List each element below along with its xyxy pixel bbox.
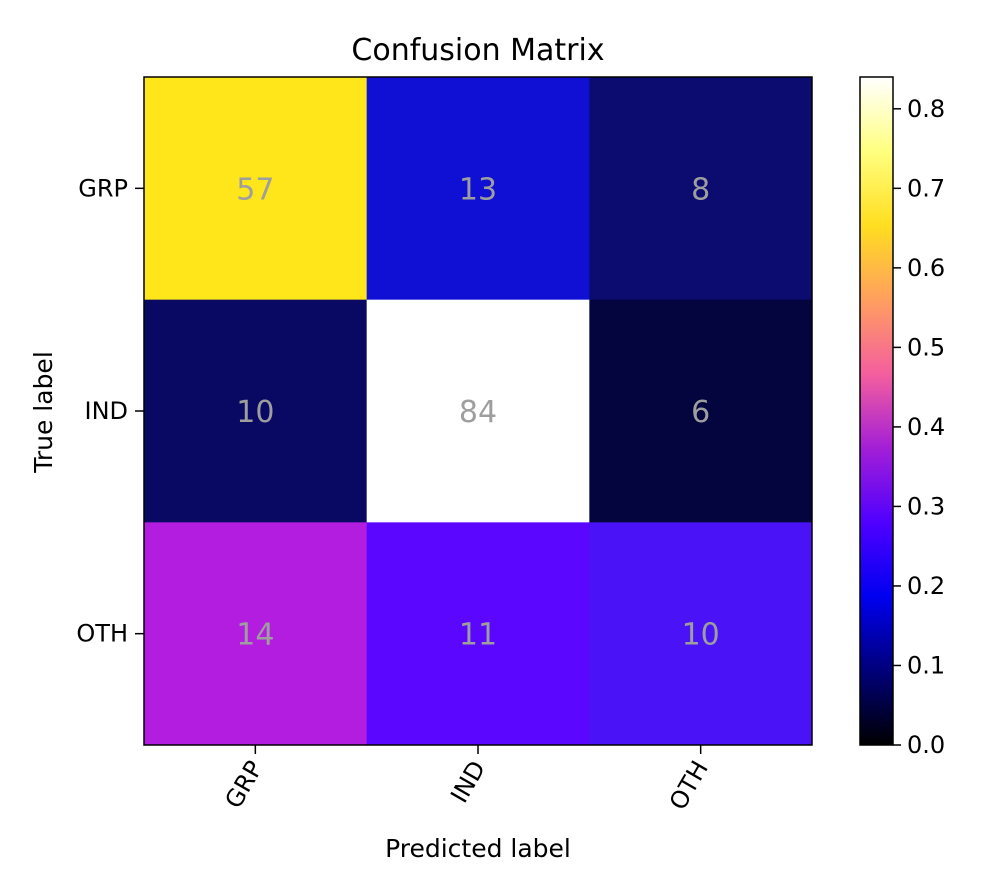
colorbar-tick-label: 0.1 — [907, 651, 945, 679]
x-tick-label: GRP — [219, 756, 268, 813]
x-axis-label: Predicted label — [385, 834, 571, 863]
colorbar-tick-label: 0.3 — [907, 492, 945, 520]
x-axis-ticks: GRP IND OTH — [219, 745, 714, 815]
x-tick-label: OTH — [664, 756, 714, 815]
heatmap-cell-grp-ind — [366, 77, 590, 301]
cell-value-label: 57 — [236, 172, 274, 207]
heatmap-cell-oth-oth — [589, 522, 813, 746]
colorbar-tick-label: 0.0 — [907, 731, 945, 759]
cell-value-label: 14 — [236, 618, 274, 653]
colorbar-tick-label: 0.4 — [907, 413, 945, 441]
colorbar — [859, 76, 894, 746]
cell-value-label: 10 — [682, 618, 720, 653]
heatmap-cell-oth-grp — [144, 522, 368, 746]
heatmap-cells: 57 13 8 10 84 6 14 11 10 — [144, 77, 813, 746]
heatmap-cell-oth-ind — [366, 522, 590, 746]
heatmap-cell-ind-ind — [366, 299, 590, 523]
cell-value-label: 11 — [459, 618, 497, 653]
colorbar-tick-label: 0.5 — [907, 333, 945, 361]
heatmap-cell-grp-oth — [589, 77, 813, 301]
x-tick-label: IND — [445, 756, 491, 808]
heatmap-cell-ind-grp — [144, 299, 368, 523]
y-tick-label: IND — [84, 397, 128, 425]
cell-value-label: 8 — [691, 172, 710, 207]
colorbar-tick-label: 0.8 — [907, 95, 945, 123]
cell-value-label: 13 — [459, 172, 497, 207]
colorbar-tick-label: 0.2 — [907, 572, 945, 600]
chart-title: Confusion Matrix — [351, 33, 604, 68]
cell-value-label: 6 — [691, 395, 710, 430]
y-tick-label: GRP — [78, 174, 128, 202]
colorbar-ticks: 0.0 0.1 0.2 0.3 0.4 0.5 0.6 0.7 0.8 — [893, 95, 945, 759]
colorbar-tick-label: 0.6 — [907, 254, 945, 282]
cell-value-label: 10 — [236, 395, 274, 430]
y-axis-label: True label — [29, 351, 58, 474]
cell-value-label: 84 — [459, 395, 497, 430]
heatmap-cell-grp-grp — [144, 77, 368, 301]
y-axis-ticks: GRP IND OTH — [76, 174, 144, 648]
colorbar-tick-label: 0.7 — [907, 174, 945, 202]
y-tick-label: OTH — [76, 620, 128, 648]
heatmap-cell-ind-oth — [589, 299, 813, 523]
